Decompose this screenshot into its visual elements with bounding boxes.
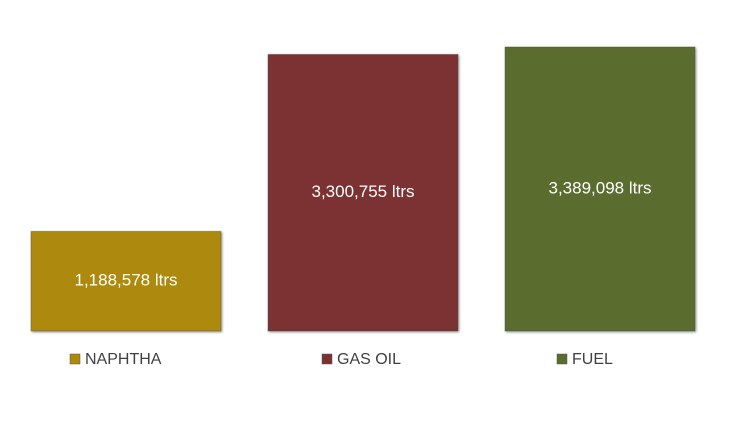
- legend-label: GAS OIL: [337, 351, 401, 368]
- legend-swatch: [556, 353, 568, 365]
- value-label: 3,300,755 ltrs: [311, 182, 414, 201]
- legend-swatch: [321, 353, 333, 365]
- bar: [504, 46, 696, 332]
- value-label: 3,389,098 ltrs: [548, 178, 651, 197]
- legend-label: NAPHTHA: [85, 351, 162, 368]
- bar: [267, 53, 459, 332]
- legend-swatch: [69, 353, 81, 365]
- legend-label: FUEL: [572, 351, 613, 368]
- bar: [30, 230, 222, 332]
- value-label: 1,188,578 ltrs: [74, 271, 177, 290]
